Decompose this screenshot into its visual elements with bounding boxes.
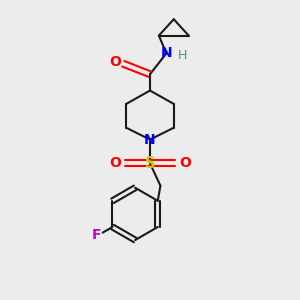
- Text: O: O: [109, 55, 121, 69]
- Text: F: F: [92, 228, 101, 242]
- Text: N: N: [160, 46, 172, 60]
- Text: O: O: [109, 156, 121, 170]
- Text: O: O: [179, 156, 191, 170]
- Text: N: N: [144, 133, 156, 147]
- Text: H: H: [178, 49, 188, 62]
- Text: S: S: [145, 156, 155, 171]
